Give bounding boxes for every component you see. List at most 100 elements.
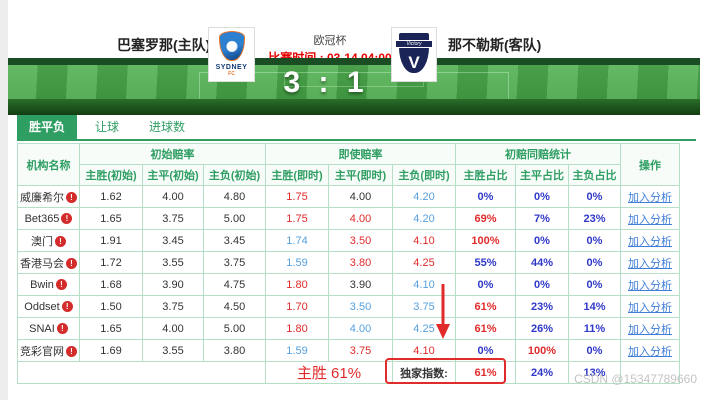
draw-pct: 26% bbox=[515, 317, 569, 340]
table-row: 澳门! 1.91 3.45 3.45 1.74 3.50 4.10 100% 0… bbox=[17, 229, 681, 252]
home-live-odds: 1.80 bbox=[265, 273, 329, 296]
home-live-odds: 1.74 bbox=[265, 229, 329, 252]
league-name: 欧冠杯 bbox=[313, 35, 347, 47]
tab-goals[interactable]: 进球数 bbox=[149, 120, 186, 134]
draw-pct: 23% bbox=[515, 295, 569, 318]
away-pct: 23% bbox=[567, 207, 622, 230]
home-initial-odds: 1.91 bbox=[79, 229, 143, 252]
away-live-odds: 4.20 bbox=[392, 185, 456, 208]
home-live-odds: 1.75 bbox=[265, 185, 329, 208]
bookmaker-name: 竞彩官网 bbox=[20, 345, 64, 358]
away-live-odds: 4.10 bbox=[392, 229, 456, 252]
join-analysis-link[interactable]: 加入分析 bbox=[628, 257, 673, 270]
draw-live-odds: 3.90 bbox=[328, 273, 393, 296]
table-row: SNAI! 1.65 4.00 5.00 1.80 4.00 4.25 61% … bbox=[17, 317, 681, 340]
draw-initial-odds: 3.45 bbox=[142, 229, 204, 252]
tab-win-draw-lose[interactable]: 胜平负 bbox=[17, 115, 78, 139]
home-live-odds: 1.70 bbox=[265, 295, 329, 318]
col-header-draw-initial: 主平(初始) bbox=[142, 164, 204, 186]
soccer-ball-icon bbox=[226, 41, 237, 52]
home-pct: 61% bbox=[455, 295, 516, 318]
join-analysis-link[interactable]: 加入分析 bbox=[628, 345, 673, 358]
sydney-fc-crest-icon bbox=[218, 31, 245, 61]
col-header-bookmaker: 机构名称 bbox=[17, 143, 80, 186]
footer-away-pct: 13% bbox=[567, 361, 622, 384]
alert-badge-icon: ! bbox=[66, 192, 77, 204]
table-group-header-row: 机构名称 初始赔率 即使赔率 初赔同赔统计 操作 bbox=[17, 143, 681, 186]
away-pct: 0% bbox=[567, 229, 622, 252]
home-initial-odds: 1.68 bbox=[79, 273, 143, 296]
table-row: 竞彩官网! 1.69 3.55 3.80 1.59 3.75 4.10 0% 1… bbox=[17, 339, 681, 362]
alert-badge-icon: ! bbox=[66, 346, 77, 358]
home-pct: 0% bbox=[455, 185, 516, 208]
away-initial-odds: 4.50 bbox=[203, 295, 266, 318]
pitch-background bbox=[8, 58, 700, 115]
victory-crest-icon: Victory V bbox=[396, 33, 432, 73]
draw-initial-odds: 4.00 bbox=[142, 185, 204, 208]
join-analysis-link[interactable]: 加入分析 bbox=[628, 213, 673, 226]
draw-live-odds: 4.00 bbox=[328, 207, 393, 230]
bookmaker-name: Bwin bbox=[30, 278, 54, 291]
away-team-name: 那不勒斯(客队) bbox=[448, 37, 542, 53]
col-group-initial-odds: 初始赔率 bbox=[79, 143, 266, 165]
col-header-draw-live: 主平(即时) bbox=[328, 164, 393, 186]
away-initial-odds: 3.80 bbox=[203, 339, 266, 362]
home-initial-odds: 1.50 bbox=[79, 295, 143, 318]
footer-draw-pct: 24% bbox=[515, 361, 569, 384]
draw-initial-odds: 4.00 bbox=[142, 317, 204, 340]
draw-initial-odds: 3.75 bbox=[142, 295, 204, 318]
away-live-odds: 4.25 bbox=[392, 317, 456, 340]
join-analysis-link[interactable]: 加入分析 bbox=[628, 191, 673, 204]
odds-type-tabs: 胜平负 让球 进球数 bbox=[17, 115, 696, 141]
draw-live-odds: 4.00 bbox=[328, 185, 393, 208]
col-group-odds-stats: 初赔同赔统计 bbox=[454, 143, 622, 165]
away-pct: 11% bbox=[567, 317, 622, 340]
home-live-odds: 1.80 bbox=[265, 317, 329, 340]
join-analysis-link[interactable]: 加入分析 bbox=[628, 279, 673, 292]
draw-initial-odds: 3.75 bbox=[142, 207, 204, 230]
away-pct: 0% bbox=[567, 251, 622, 274]
draw-live-odds: 3.75 bbox=[328, 339, 393, 362]
draw-pct: 0% bbox=[515, 273, 569, 296]
tab-handicap[interactable]: 让球 bbox=[95, 120, 120, 134]
table-row: Oddset! 1.50 3.75 4.50 1.70 3.50 3.75 61… bbox=[17, 295, 681, 318]
bookmaker-name: SNAI bbox=[29, 322, 55, 335]
table-row: 香港马会! 1.72 3.55 3.75 1.59 3.80 4.25 55% … bbox=[17, 251, 681, 274]
away-live-odds: 4.20 bbox=[392, 207, 456, 230]
table-row: 威廉希尔! 1.62 4.00 4.80 1.75 4.00 4.20 0% 0… bbox=[17, 185, 681, 208]
alert-badge-icon: ! bbox=[55, 236, 66, 248]
draw-pct: 100% bbox=[515, 339, 569, 362]
home-team-logo: SYDNEY FC bbox=[208, 27, 255, 82]
home-pct: 69% bbox=[455, 207, 516, 230]
draw-initial-odds: 3.55 bbox=[142, 251, 204, 274]
table-sub-header-row: 主胜(初始) 主平(初始) 主负(初始) 主胜(即时) 主平(即时) 主负(即时… bbox=[18, 164, 680, 186]
table-footer-row: 主胜 61% 独家指数: 61% 24% 13% bbox=[17, 361, 681, 384]
col-header-action: 操作 bbox=[620, 143, 681, 186]
draw-pct: 7% bbox=[515, 207, 569, 230]
away-team-logo: Victory V bbox=[391, 27, 437, 82]
exclusive-index-value: 61% bbox=[455, 361, 516, 384]
home-initial-odds: 1.62 bbox=[79, 185, 143, 208]
table-row: Bet365! 1.65 3.75 5.00 1.75 4.00 4.20 69… bbox=[17, 207, 681, 230]
join-analysis-link[interactable]: 加入分析 bbox=[628, 301, 673, 314]
join-analysis-link[interactable]: 加入分析 bbox=[628, 323, 673, 336]
away-pct: 0% bbox=[567, 185, 622, 208]
home-initial-odds: 1.65 bbox=[79, 317, 143, 340]
bookmaker-name: Oddset bbox=[24, 300, 60, 313]
join-analysis-link[interactable]: 加入分析 bbox=[628, 235, 673, 248]
draw-live-odds: 3.50 bbox=[328, 229, 393, 252]
draw-pct: 0% bbox=[515, 229, 569, 252]
away-initial-odds: 3.45 bbox=[203, 229, 266, 252]
col-header-home-pct: 主胜占比 bbox=[455, 164, 516, 186]
col-group-live-odds: 即使赔率 bbox=[265, 143, 456, 165]
away-initial-odds: 3.75 bbox=[203, 251, 266, 274]
draw-pct: 44% bbox=[515, 251, 569, 274]
home-pct: 55% bbox=[455, 251, 516, 274]
draw-live-odds: 3.80 bbox=[328, 251, 393, 274]
home-live-odds: 1.59 bbox=[265, 339, 329, 362]
away-pct: 0% bbox=[567, 273, 622, 296]
away-live-odds: 4.10 bbox=[392, 339, 456, 362]
away-initial-odds: 4.75 bbox=[203, 273, 266, 296]
bookmaker-name: 澳门 bbox=[31, 235, 53, 248]
